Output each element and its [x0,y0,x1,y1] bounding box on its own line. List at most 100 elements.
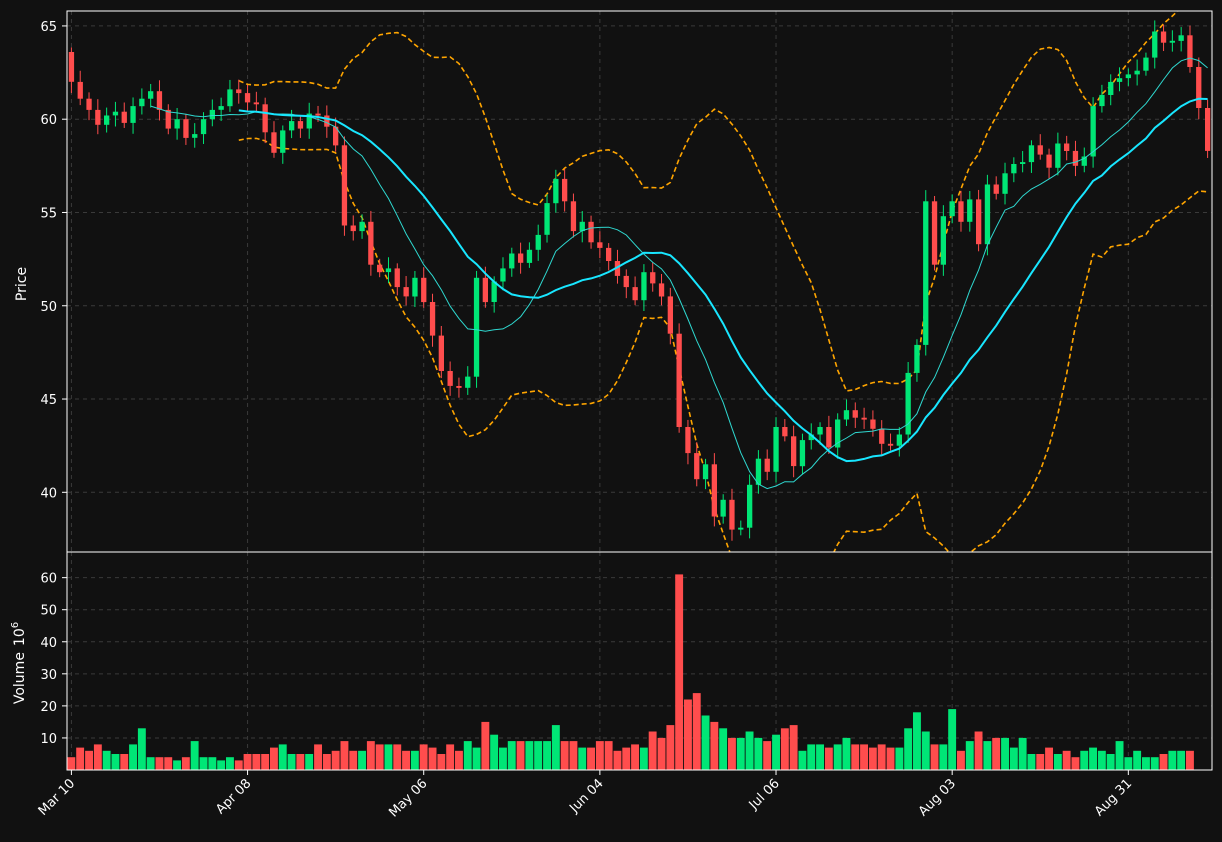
candle-body [729,499,735,530]
volume-bar [1009,747,1018,770]
volume-bar [595,741,604,770]
candle-body [747,484,753,528]
candle-body [544,203,550,235]
volume-bar [278,744,287,770]
moving-averages [150,57,1208,490]
volume-bar [410,750,419,770]
volume-bar [490,734,499,770]
candle-body [1090,106,1096,157]
volume-bar [525,741,534,770]
candle-body [826,427,832,448]
volume-bar [974,731,983,770]
volume-bar [719,728,728,770]
candle-body [1099,94,1105,107]
price-tick-label: 55 [40,206,57,221]
candle-body [588,221,594,243]
volume-bar [816,744,824,770]
volume-bar [120,754,129,770]
volume-bar [1168,750,1177,770]
candle-body [130,106,136,123]
volume-bar [1186,750,1194,770]
candle-body [905,372,911,435]
candle-body [993,184,999,194]
candle-body [262,104,268,133]
volume-y-ticks: 10 20 30 40 50 60 [40,572,67,747]
volume-bar [921,731,930,770]
candle-body [896,434,902,446]
price-panel: 40 45 50 55 60 65 Price [14,10,1213,553]
volume-bar [1133,750,1142,770]
candle-body [694,453,700,480]
volume-bar [807,744,816,770]
candle-body [562,178,568,202]
volume-bar [322,754,331,770]
candle-body [702,464,709,480]
candle-body [720,499,726,517]
candle-body [482,277,488,303]
candle-body [421,277,427,303]
candle-body [1108,81,1114,95]
candle-body [1055,143,1061,168]
volume-bar [772,734,780,770]
volume-bar [1018,737,1027,770]
candle-body [711,464,717,517]
candle-body [799,440,806,467]
volume-bar [587,747,595,770]
volume-bar [657,737,666,770]
candle-body [104,115,110,125]
volume-bar [877,744,886,770]
volume-bar [314,744,322,770]
volume-bar [393,744,402,770]
candle-body [791,436,797,467]
volume-bar [1124,757,1133,770]
candle-body [870,419,876,429]
candle-body [1064,143,1070,151]
candle-body [1134,70,1140,75]
volume-bar [499,747,507,770]
volume-bar [173,760,181,770]
volume-bar [983,741,992,770]
candle-body [606,247,612,261]
volume-tick-label: 20 [40,700,57,715]
candle-body [1160,31,1167,43]
volume-bar [551,725,560,770]
volume-bar [164,757,173,770]
candle-body [843,410,850,420]
candle-body [535,234,541,250]
candle-body [914,344,920,373]
candle-body [148,91,154,99]
volume-bar [736,737,745,770]
candle-body [174,119,180,129]
candle-body [491,281,497,302]
candle-body [139,98,145,107]
volume-bar [754,737,763,770]
candle-body [377,264,383,273]
volume-bar [76,747,85,770]
volume-bar [102,750,111,770]
volume-bar [868,747,877,770]
volume-bar [349,750,358,770]
volume-bar [287,754,296,770]
candle-body [949,201,955,217]
volume-axis-label-text: Volume [12,652,28,704]
volume-bar [833,744,842,770]
candle-body [509,253,515,269]
volume-bar [824,747,833,770]
price-tick-label: 40 [40,486,57,501]
volume-bar [543,741,551,770]
price-tick-label: 45 [40,393,57,408]
candle-body [518,253,524,263]
candle-body [165,109,171,129]
volume-bar [252,754,261,770]
candle-body [570,201,577,232]
volume-bar [455,750,463,770]
volume-bar [798,750,807,770]
volume-bar [375,744,384,770]
candle-body [350,225,356,232]
candle-body [271,132,277,153]
candle-body [984,184,991,245]
candle-body [887,443,894,446]
price-tick-label: 65 [40,20,57,35]
candle-body [368,221,374,265]
